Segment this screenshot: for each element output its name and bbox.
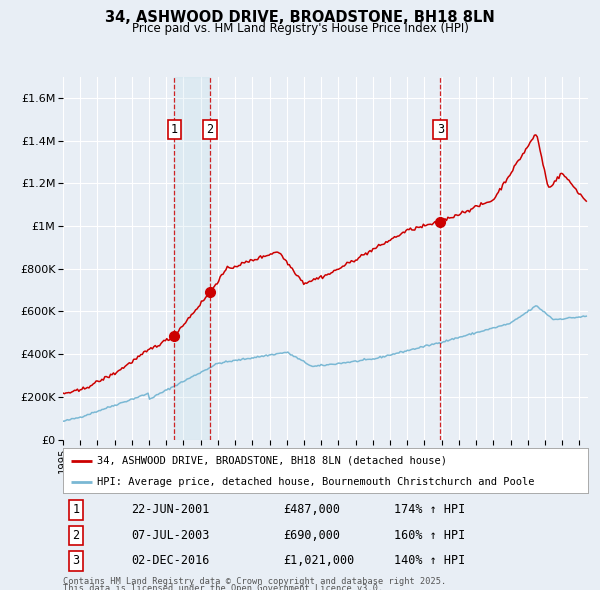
Text: 3: 3 (437, 123, 444, 136)
Text: 02-DEC-2016: 02-DEC-2016 (131, 555, 209, 568)
Text: HPI: Average price, detached house, Bournemouth Christchurch and Poole: HPI: Average price, detached house, Bour… (97, 477, 535, 487)
Text: 140% ↑ HPI: 140% ↑ HPI (394, 555, 465, 568)
Text: 2: 2 (73, 529, 80, 542)
Text: 160% ↑ HPI: 160% ↑ HPI (394, 529, 465, 542)
Text: £487,000: £487,000 (284, 503, 341, 516)
Text: 1: 1 (171, 123, 178, 136)
Text: 34, ASHWOOD DRIVE, BROADSTONE, BH18 8LN: 34, ASHWOOD DRIVE, BROADSTONE, BH18 8LN (105, 10, 495, 25)
Text: 07-JUL-2003: 07-JUL-2003 (131, 529, 209, 542)
Text: £1,021,000: £1,021,000 (284, 555, 355, 568)
Text: Price paid vs. HM Land Registry's House Price Index (HPI): Price paid vs. HM Land Registry's House … (131, 22, 469, 35)
Text: This data is licensed under the Open Government Licence v3.0.: This data is licensed under the Open Gov… (63, 584, 383, 590)
Text: 1: 1 (73, 503, 80, 516)
Text: 3: 3 (73, 555, 80, 568)
Text: Contains HM Land Registry data © Crown copyright and database right 2025.: Contains HM Land Registry data © Crown c… (63, 577, 446, 586)
Text: 34, ASHWOOD DRIVE, BROADSTONE, BH18 8LN (detached house): 34, ASHWOOD DRIVE, BROADSTONE, BH18 8LN … (97, 456, 447, 466)
Text: 22-JUN-2001: 22-JUN-2001 (131, 503, 209, 516)
Text: 174% ↑ HPI: 174% ↑ HPI (394, 503, 465, 516)
Bar (175, 77, 209, 440)
Text: £690,000: £690,000 (284, 529, 341, 542)
Text: 2: 2 (206, 123, 213, 136)
